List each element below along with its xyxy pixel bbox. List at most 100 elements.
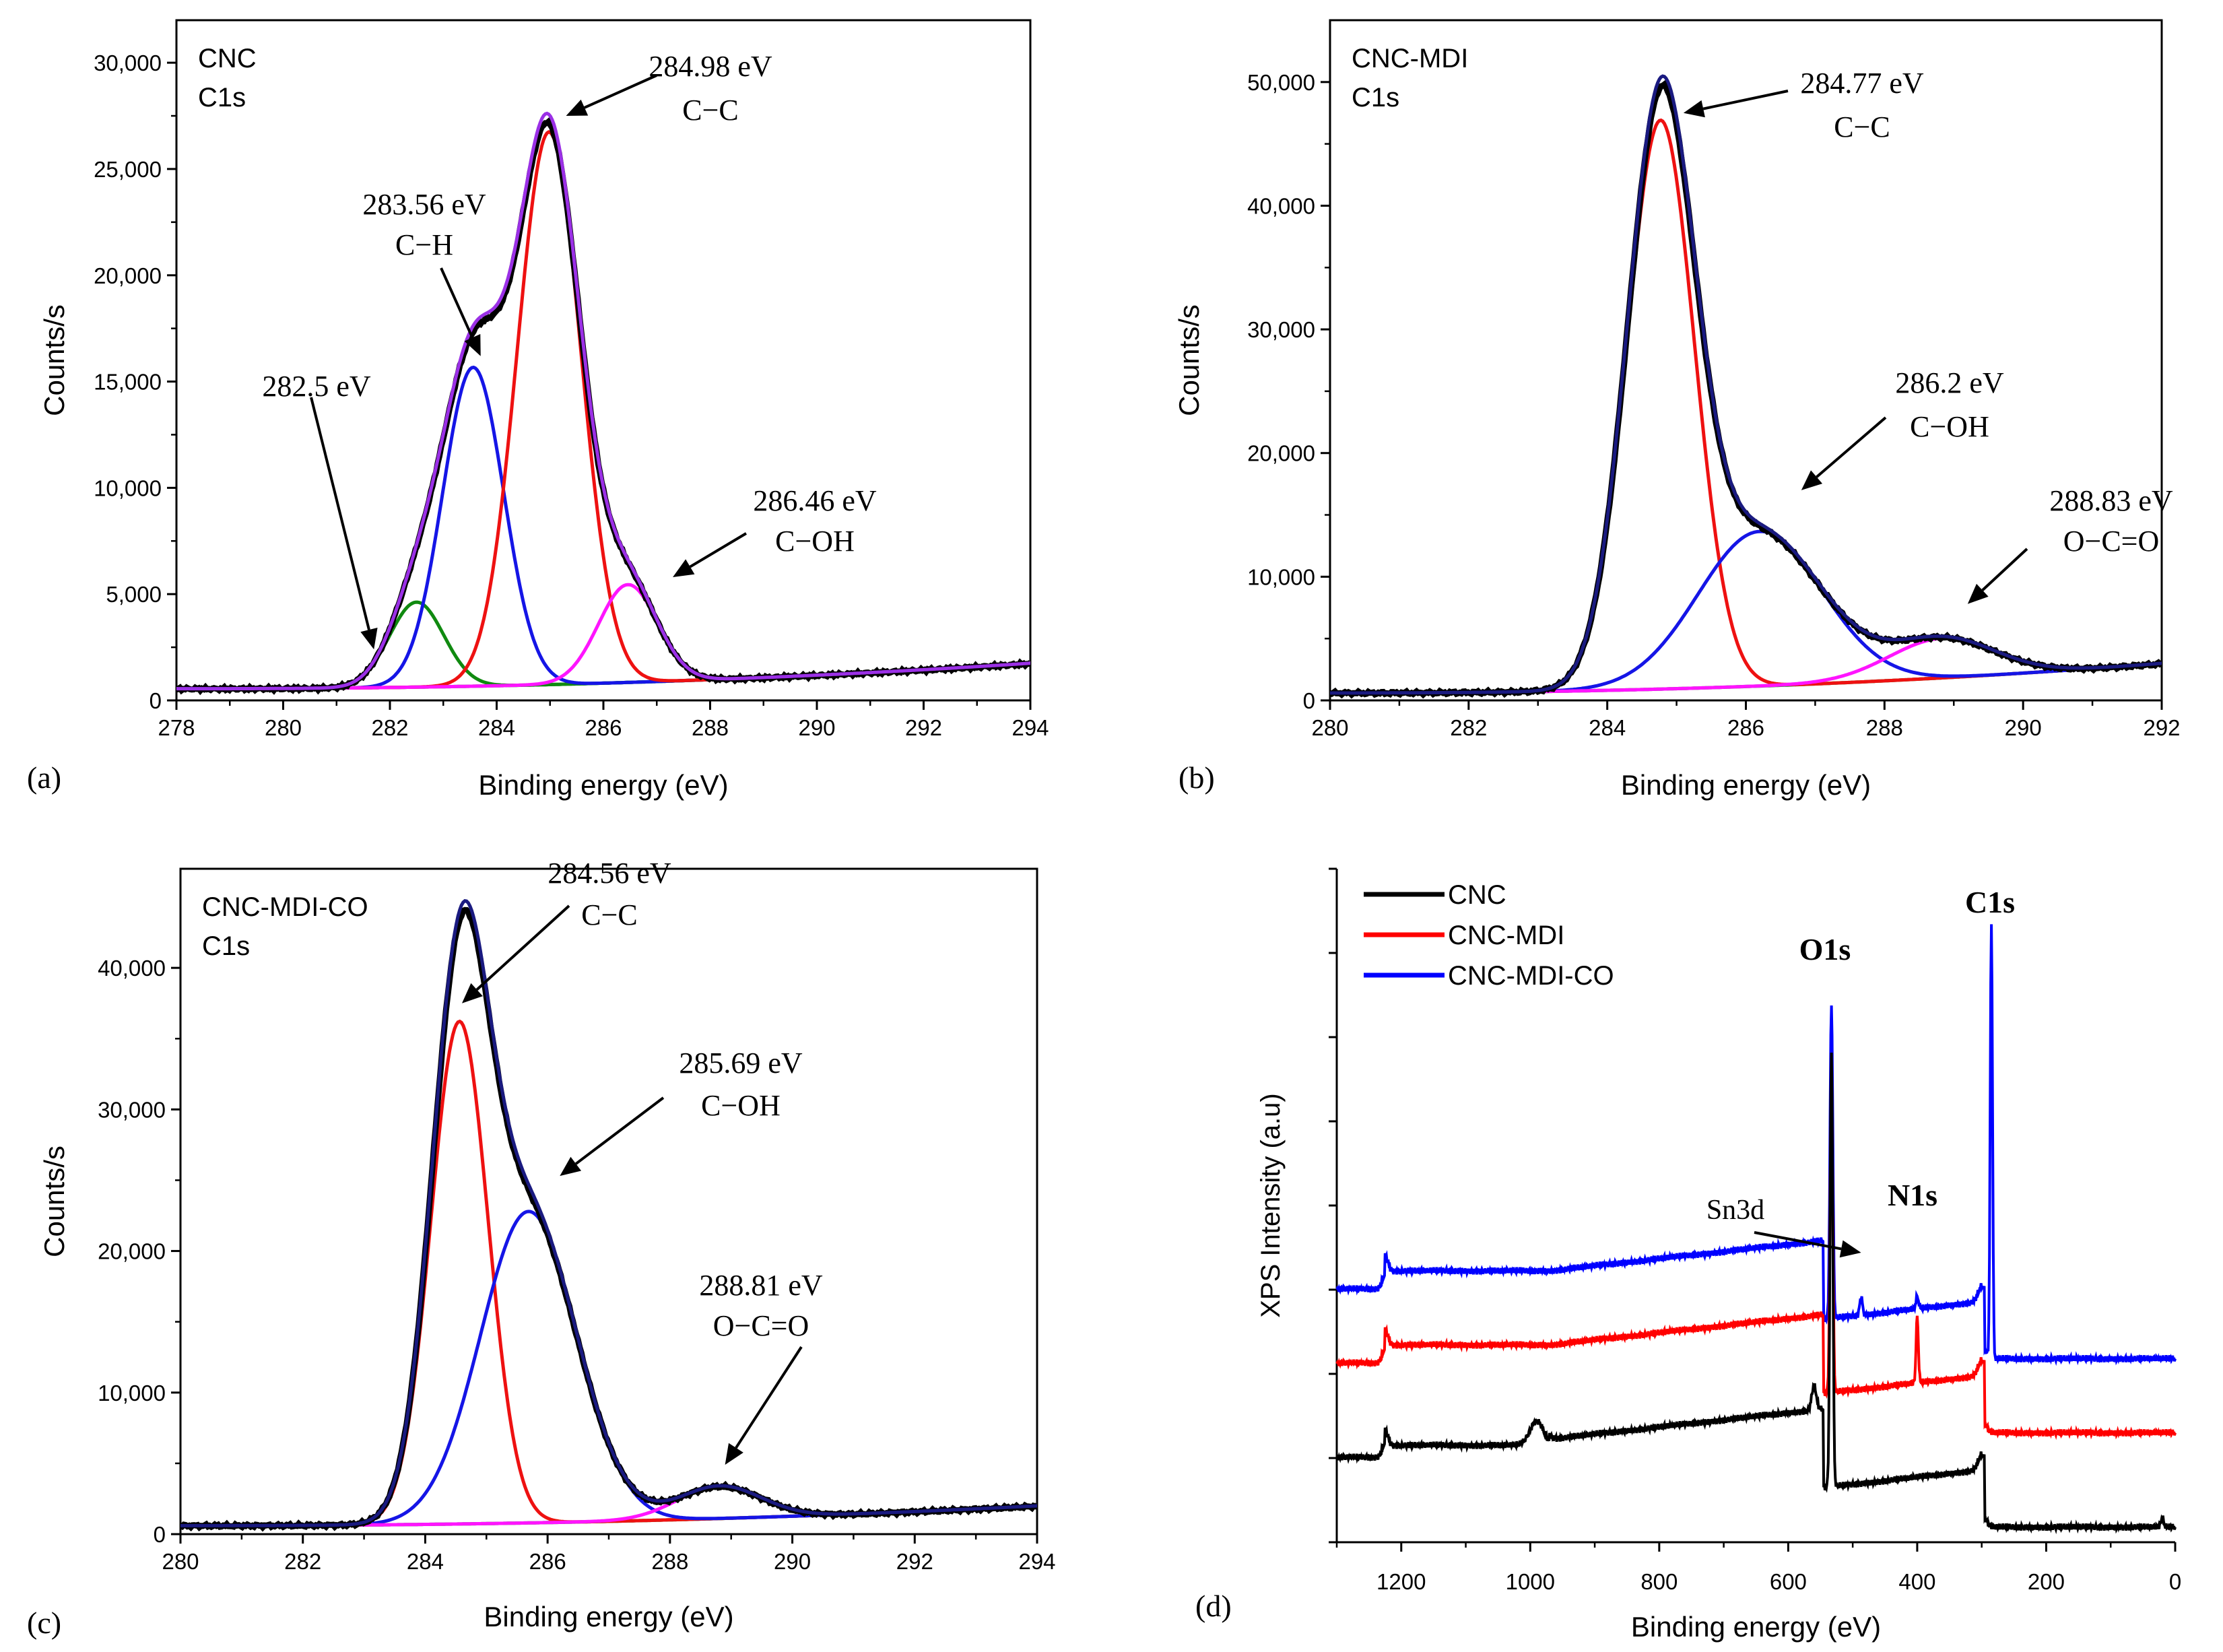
annotation-arrow-shaft xyxy=(584,74,657,109)
x-axis-label: Binding energy (eV) xyxy=(484,1601,733,1632)
plot-frame xyxy=(175,19,1032,702)
panel-title: C1s xyxy=(198,83,246,112)
annotation-arrow-shaft xyxy=(1981,548,2028,591)
x-tick-label: 400 xyxy=(1898,1569,1935,1594)
y-tick-label: 10,000 xyxy=(98,1381,166,1406)
peak-annotation-text: C−OH xyxy=(701,1089,781,1122)
annotation-arrowhead xyxy=(566,99,589,117)
y-axis-label: Counts/s xyxy=(38,304,70,416)
fit-envelope xyxy=(1330,74,2162,695)
panel-title: CNC-MDI-CO xyxy=(202,892,368,922)
panel-title: C1s xyxy=(1352,83,1399,112)
plot-area xyxy=(180,899,1037,1532)
x-axis-label: Binding energy (eV) xyxy=(1631,1611,1881,1643)
peak-annotation-text: 284.77 eV xyxy=(1800,67,1924,100)
peak-label-0: C1s xyxy=(1965,885,2015,919)
y-tick-label: 50,000 xyxy=(1247,70,1315,95)
peak-annotation-text: C−C xyxy=(581,898,638,931)
x-tick-label: 286 xyxy=(1727,715,1764,740)
x-tick-label: 286 xyxy=(585,715,622,740)
legend-label-2: CNC-MDI-CO xyxy=(1448,961,1614,991)
x-tick-label: 600 xyxy=(1770,1569,1807,1594)
panel-c-cnc-mdi-co-c1s: 280 282 284 286 288 290 292 294 0 10,000 20,000 30,… xyxy=(27,857,1056,1640)
peak-label-3: Sn3d xyxy=(1706,1195,1764,1226)
peak-annotation-text: C−OH xyxy=(1910,410,1989,443)
annotation-arrow-shaft xyxy=(735,1346,803,1449)
plot-frame xyxy=(179,867,1038,1535)
x-tick-label: 286 xyxy=(529,1549,566,1574)
annotation-arrowhead xyxy=(560,1156,582,1177)
fit-peak-1 xyxy=(1330,529,2162,695)
peak-annotation-text: C−C xyxy=(1834,110,1890,143)
y-tick-label: 30,000 xyxy=(98,1097,166,1122)
panel-a-cnc-c1s: 278 280 282 284 286 288 290 292 294 0 5,000 10,000 1… xyxy=(27,19,1049,801)
fit-peak-1 xyxy=(176,365,1030,691)
raw-spectrum xyxy=(1330,79,2162,699)
y-tick-label: 20,000 xyxy=(98,1239,166,1264)
raw-spectrum xyxy=(180,906,1037,1532)
x-tick-label: 278 xyxy=(158,715,195,740)
legend-label-1: CNC-MDI xyxy=(1448,921,1564,950)
y-tick-label: 40,000 xyxy=(98,956,166,981)
x-tick-label: 1000 xyxy=(1506,1569,1555,1594)
y-tick-label: 10,000 xyxy=(94,475,162,500)
x-axis-label: Binding energy (eV) xyxy=(1621,769,1871,801)
peak-annotation-text: C−C xyxy=(682,94,739,127)
y-tick-label: 5,000 xyxy=(106,582,162,607)
x-tick-label: 290 xyxy=(774,1549,811,1574)
survey-line-2 xyxy=(1335,924,2177,1366)
panel-b-cnc-mdi-c1s: 280 282 284 286 288 290 292 0 10,000 20,000 30,000… xyxy=(1173,19,2181,801)
annotation-arrowhead xyxy=(360,627,378,650)
annotation-arrowhead xyxy=(464,333,481,356)
annotation-arrowhead xyxy=(725,1443,743,1465)
x-tick-label: 282 xyxy=(371,715,408,740)
panel-label: (b) xyxy=(1179,760,1215,795)
peak-label-2: N1s xyxy=(1888,1178,1937,1212)
raw-spectrum xyxy=(176,117,1030,696)
survey-line-0 xyxy=(1335,1052,2177,1535)
fit-envelope xyxy=(176,111,1030,691)
plot-area xyxy=(1330,74,2162,699)
x-tick-label: 288 xyxy=(692,715,729,740)
annotation-arrowhead xyxy=(1801,470,1823,490)
x-tick-label: 282 xyxy=(284,1549,321,1574)
x-tick-label: 290 xyxy=(798,715,835,740)
panel-title: CNC xyxy=(198,44,257,73)
panel-label: (a) xyxy=(27,760,61,795)
annotation-arrow-shaft xyxy=(1702,90,1789,110)
y-axis-label: Counts/s xyxy=(1173,304,1205,416)
y-tick-label: 40,000 xyxy=(1247,193,1315,218)
x-tick-label: 282 xyxy=(1450,715,1487,740)
annotation-arrow-shaft xyxy=(475,904,570,991)
legend-label-0: CNC xyxy=(1448,880,1506,910)
annotation-arrow-shaft xyxy=(689,532,748,568)
x-tick-label: 284 xyxy=(1589,715,1626,740)
peak-annotation-text: 283.56 eV xyxy=(362,188,486,221)
peak-annotation-text: 288.83 eV xyxy=(2049,484,2173,517)
fit-peak-2 xyxy=(176,130,1030,691)
y-tick-label: 0 xyxy=(150,688,162,713)
x-tick-label: 284 xyxy=(478,715,515,740)
x-tick-label: 294 xyxy=(1018,1549,1055,1574)
x-tick-label: 288 xyxy=(1866,715,1903,740)
peak-annotation-text: O−C=O xyxy=(2063,525,2160,558)
x-tick-label: 0 xyxy=(2169,1569,2181,1594)
x-tick-label: 280 xyxy=(265,715,302,740)
peak-annotation-text: 284.98 eV xyxy=(649,50,772,83)
y-tick-label: 30,000 xyxy=(94,51,162,75)
x-tick-label: 280 xyxy=(1311,715,1348,740)
fit-peak-0 xyxy=(1330,118,2162,695)
annotation-arrowhead xyxy=(1967,583,1989,604)
x-tick-label: 292 xyxy=(905,715,942,740)
annotation-arrowhead xyxy=(1839,1240,1861,1258)
y-tick-label: 20,000 xyxy=(1247,441,1315,466)
annotation-arrowhead xyxy=(461,983,483,1003)
panel-d-survey-spectra: 1200 1000 800 600 400 200 0 Binding energy (eV)… xyxy=(1195,867,2181,1643)
fit-peak-2 xyxy=(180,1484,1037,1527)
survey-line-1 xyxy=(1335,1091,2177,1441)
peak-annotation-text: C−H xyxy=(395,228,453,261)
y-tick-label: 10,000 xyxy=(1247,564,1315,589)
fit-peak-1 xyxy=(180,1210,1037,1527)
peak-label-1: O1s xyxy=(1799,932,1851,966)
x-tick-label: 292 xyxy=(896,1549,933,1574)
